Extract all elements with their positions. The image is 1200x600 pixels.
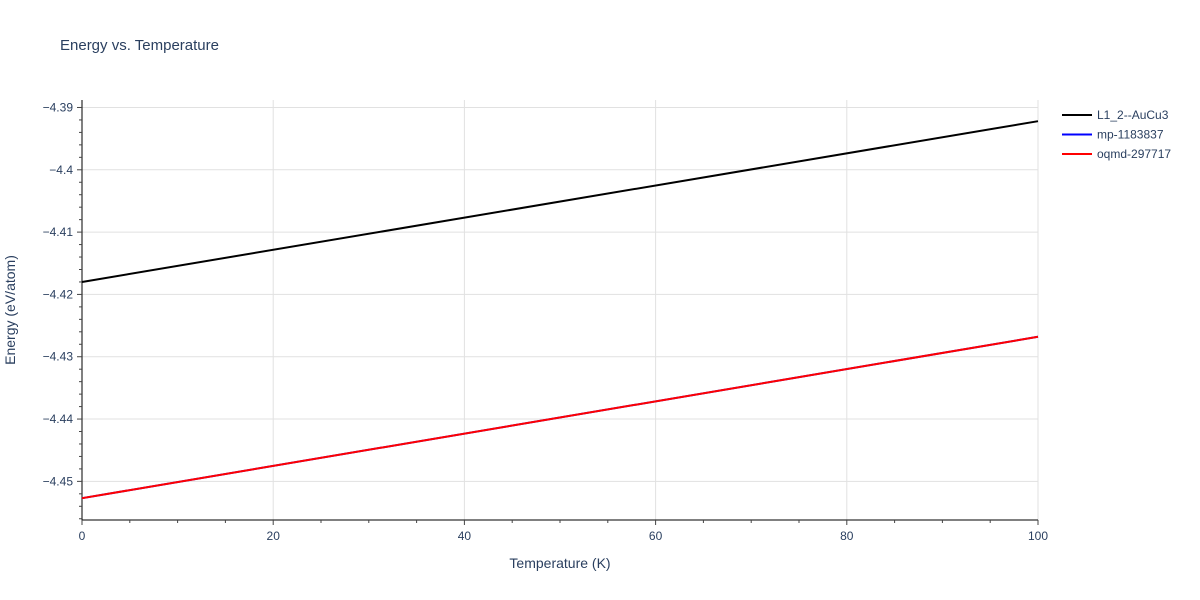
x-tick-label: 100 <box>1028 529 1048 543</box>
y-tick-label: −4.45 <box>43 474 74 488</box>
grid-layer <box>82 100 1039 520</box>
y-tick-label: −4.44 <box>43 412 74 426</box>
y-tick-label: −4.4 <box>49 163 73 177</box>
x-tick-label: 20 <box>267 529 281 543</box>
y-tick-label: −4.43 <box>43 350 74 364</box>
legend: L1_2--AuCu3 mp-1183837 oqmd-297717 <box>1062 108 1171 161</box>
legend-label: L1_2--AuCu3 <box>1097 108 1169 122</box>
legend-label: oqmd-297717 <box>1097 147 1171 161</box>
chart-title: Energy vs. Temperature <box>60 37 219 54</box>
legend-item[interactable]: oqmd-297717 <box>1062 147 1171 161</box>
series-line-oqmd-297717 <box>81 335 1039 500</box>
x-axis-title: Temperature (K) <box>509 555 610 571</box>
series-line-L1_2--AuCu3 <box>81 120 1039 283</box>
x-tick-label: 0 <box>79 529 86 543</box>
x-tick-label: 60 <box>649 529 663 543</box>
x-tick-label: 80 <box>840 529 854 543</box>
axes-layer: 0 20 40 60 80 100 −4.45 −4.44 −4.43 −4.42 −4.41 −4.… <box>43 100 1048 543</box>
x-tick-label: 40 <box>458 529 472 543</box>
legend-item[interactable]: L1_2--AuCu3 <box>1062 108 1169 122</box>
legend-item[interactable]: mp-1183837 <box>1062 128 1164 142</box>
y-axis-title: Energy (eV/atom) <box>2 255 18 365</box>
y-tick-label: −4.42 <box>43 287 74 301</box>
legend-label: mp-1183837 <box>1097 128 1164 142</box>
y-tick-label: −4.41 <box>43 225 74 239</box>
y-tick-label: −4.39 <box>43 100 74 114</box>
series-layer <box>81 120 1039 500</box>
